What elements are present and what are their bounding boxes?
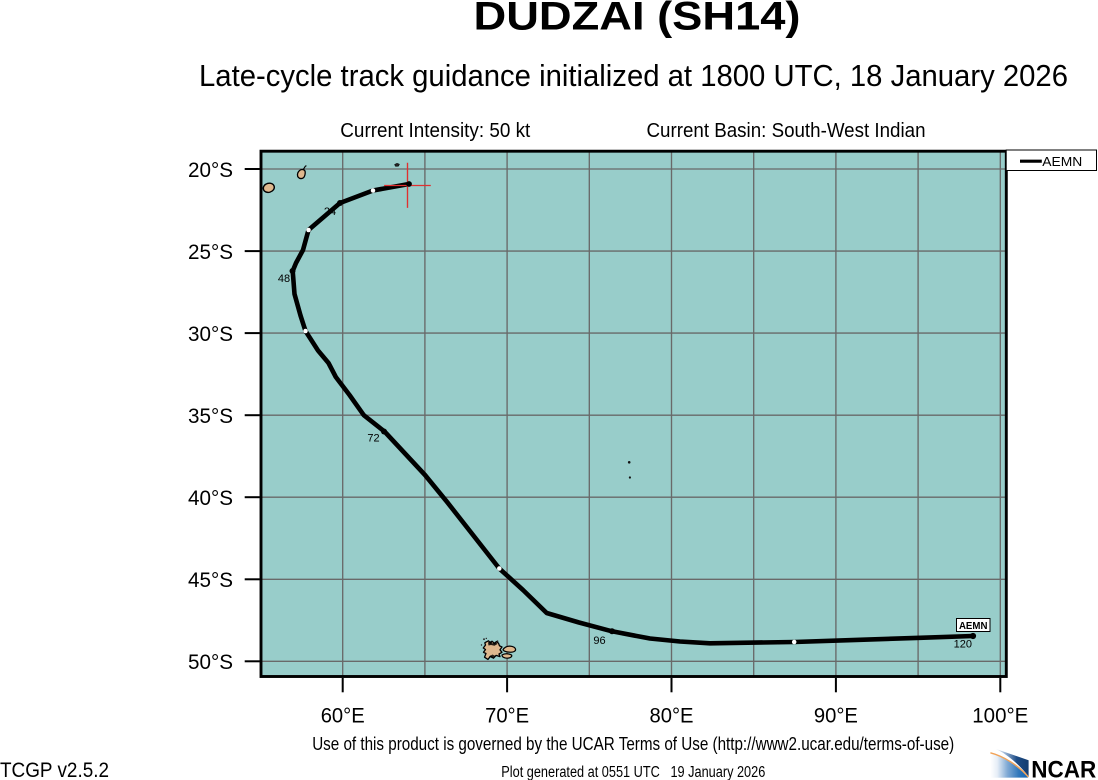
svg-text:50°S: 50°S xyxy=(188,649,233,674)
svg-text:35°S: 35°S xyxy=(188,403,233,428)
svg-text:Current Basin: South-West Indi: Current Basin: South-West Indian xyxy=(647,120,926,142)
svg-text:AEMN: AEMN xyxy=(959,620,988,632)
svg-text:AEMN: AEMN xyxy=(1042,154,1082,169)
svg-text:TCGP v2.5.2: TCGP v2.5.2 xyxy=(0,757,109,780)
svg-text:DUDZAI (SH14): DUDZAI (SH14) xyxy=(474,0,801,39)
svg-text:48: 48 xyxy=(278,273,290,285)
svg-text:Use of this product is governe: Use of this product is governed by the U… xyxy=(312,733,954,754)
svg-text:40°S: 40°S xyxy=(188,485,233,510)
svg-text:90°E: 90°E xyxy=(814,702,858,727)
svg-text:25°S: 25°S xyxy=(188,239,233,264)
svg-text:NCAR: NCAR xyxy=(1031,757,1096,780)
svg-text:72: 72 xyxy=(367,433,379,445)
svg-text:100°E: 100°E xyxy=(972,702,1028,727)
svg-text:60°E: 60°E xyxy=(321,702,365,727)
svg-text:45°S: 45°S xyxy=(188,567,233,592)
svg-text:Late-cycle track guidance init: Late-cycle track guidance initialized at… xyxy=(199,58,1068,93)
svg-text:Plot generated at 0551 UTC 1: Plot generated at 0551 UTC 19 January 20… xyxy=(501,764,765,780)
svg-text:80°E: 80°E xyxy=(650,702,694,727)
svg-text:24: 24 xyxy=(324,206,336,218)
svg-text:Current Intensity: 50 kt: Current Intensity: 50 kt xyxy=(340,120,530,142)
svg-text:96: 96 xyxy=(593,635,605,647)
svg-text:70°E: 70°E xyxy=(485,702,529,727)
svg-text:20°S: 20°S xyxy=(188,157,233,182)
svg-text:30°S: 30°S xyxy=(188,321,233,346)
svg-text:120: 120 xyxy=(954,639,972,651)
